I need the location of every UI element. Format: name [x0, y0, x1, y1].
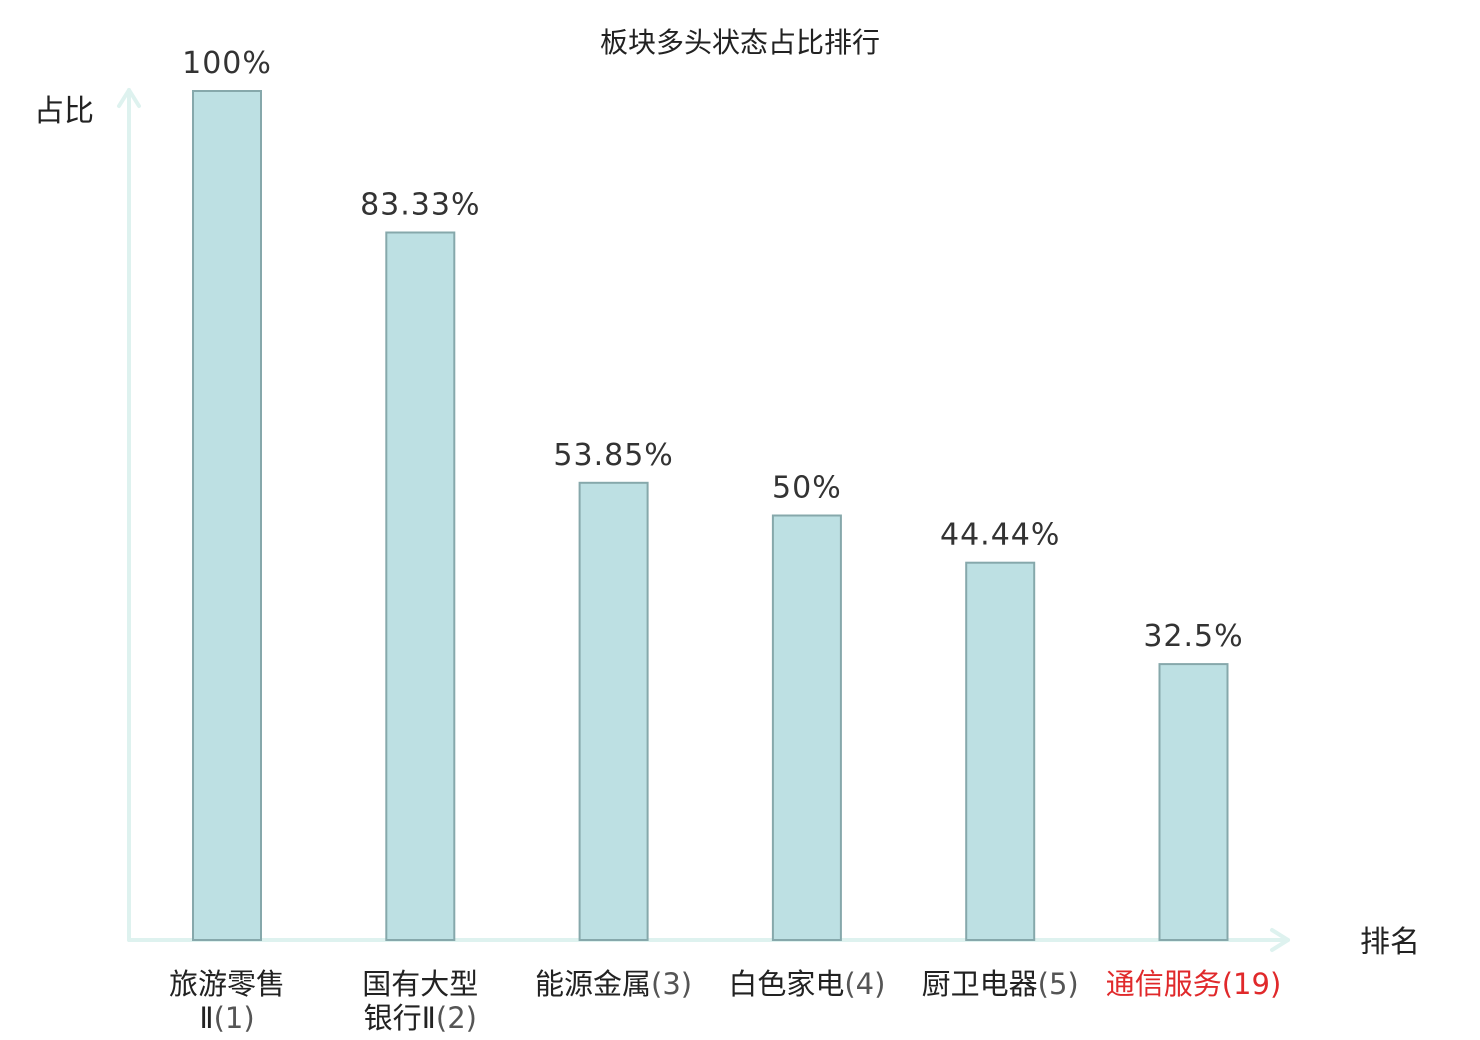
x-tick-label: 厨卫电器(5): [922, 967, 1079, 1001]
data-label: 44.44%: [940, 518, 1060, 553]
x-tick-label: 国有大型: [362, 967, 478, 1001]
data-label: 50%: [772, 471, 842, 506]
bar: [192, 90, 262, 941]
chart-title: 板块多头状态占比排行: [600, 26, 880, 59]
bar: [965, 561, 1036, 941]
bar: [771, 514, 842, 941]
x-tick-rank: (4): [844, 967, 885, 1001]
y-axis-label: 占比: [34, 94, 94, 129]
value-labels-group: 100% 83.33% 53.85% 50% 44.44% 32.5%: [182, 46, 1243, 654]
x-tick-label: 通信服务(19): [1106, 967, 1282, 1001]
x-tick-rank: (19): [1222, 967, 1282, 1001]
y-axis-arrow: [117, 88, 141, 108]
x-tick-label: Ⅱ(1): [199, 1001, 254, 1035]
data-label: 83.33%: [360, 188, 480, 223]
x-tick-label: 能源金属(3): [535, 967, 692, 1001]
x-tick-label: 白色家电(4): [728, 967, 885, 1001]
x-tick-rank: (5): [1038, 967, 1079, 1001]
bar: [1158, 663, 1229, 941]
x-tick-rank: (2): [436, 1001, 477, 1035]
x-axis-label: 排名: [1360, 925, 1420, 960]
bars-group: [192, 90, 1229, 941]
data-label: 53.85%: [553, 438, 673, 473]
x-tick-label: 旅游零售: [169, 967, 285, 1001]
data-label: 32.5%: [1143, 619, 1243, 654]
axes: [117, 88, 1290, 952]
bar: [385, 231, 456, 941]
x-tick-label: 银行Ⅱ(2): [364, 1001, 477, 1035]
bar: [578, 481, 649, 941]
x-axis-arrow: [1270, 928, 1290, 952]
x-tick-rank: (1): [214, 1001, 255, 1035]
x-tick-rank: (3): [651, 967, 692, 1001]
data-label: 100%: [182, 46, 272, 81]
